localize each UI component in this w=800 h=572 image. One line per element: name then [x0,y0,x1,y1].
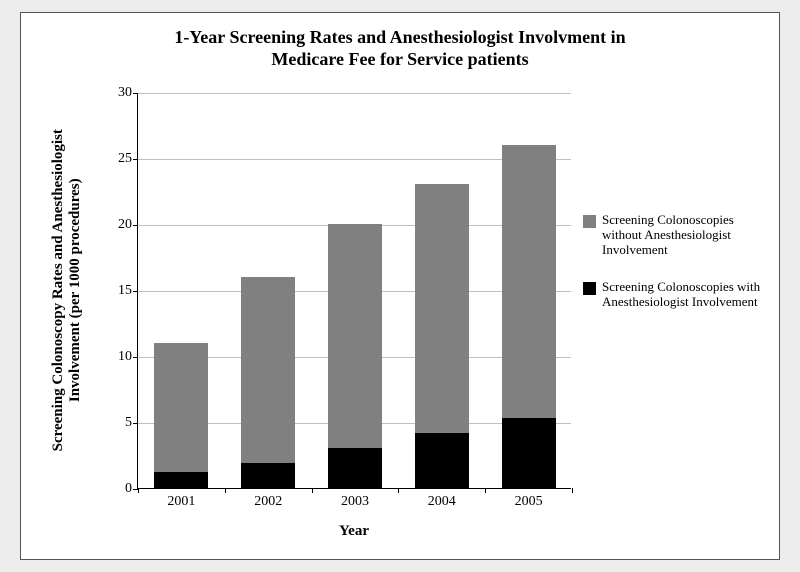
x-tick-mark [572,488,573,493]
bar-without [154,343,208,472]
y-axis-label-line1: Screening Colonoscopy Rates and Anesthes… [50,129,66,451]
legend: Screening Colonoscopies without Anesthes… [583,213,767,332]
legend-swatch [583,282,596,295]
bar-without [241,277,295,463]
plot-area: 05101520253020012002200320042005 [137,93,571,489]
bar-with [241,463,295,488]
legend-item-without: Screening Colonoscopies without Anesthes… [583,213,767,258]
x-tick-mark [225,488,226,493]
y-tick-label: 20 [118,217,138,233]
bar-without [502,145,556,418]
x-tick-mark [312,488,313,493]
y-tick-label: 10 [118,349,138,365]
y-tick-label: 5 [125,415,138,431]
chart-frame: 1-Year Screening Rates and Anesthesiolog… [20,12,780,560]
chart-title-line1: 1-Year Screening Rates and Anesthesiolog… [174,27,625,47]
bar-without [415,184,469,432]
y-axis-label: Screening Colonoscopy Rates and Anesthes… [50,92,85,488]
x-tick-label: 2001 [167,488,195,510]
legend-item-with: Screening Colonoscopies with Anesthesiol… [583,280,767,310]
x-tick-mark [398,488,399,493]
y-tick-label: 15 [118,283,138,299]
legend-swatch [583,215,596,228]
x-tick-label: 2002 [254,488,282,510]
x-tick-label: 2004 [428,488,456,510]
legend-label: Screening Colonoscopies with Anesthesiol… [602,280,767,310]
bar-with [415,433,469,488]
chart-title-line2: Medicare Fee for Service patients [271,49,528,69]
bar-with [328,448,382,488]
y-tick-label: 0 [125,481,138,497]
x-tick-mark [485,488,486,493]
bar-with [502,418,556,488]
chart-title: 1-Year Screening Rates and Anesthesiolog… [21,27,779,70]
y-tick-label: 25 [118,151,138,167]
legend-label: Screening Colonoscopies without Anesthes… [602,213,767,258]
x-tick-label: 2005 [515,488,543,510]
gridline [138,93,571,94]
x-axis-label: Year [137,523,571,540]
bar-without [328,224,382,448]
x-tick-label: 2003 [341,488,369,510]
x-tick-mark [138,488,139,493]
bar-with [154,472,208,488]
y-tick-label: 30 [118,85,138,101]
y-axis-label-line2: Involvement (per 1000 procedures) [67,178,83,402]
